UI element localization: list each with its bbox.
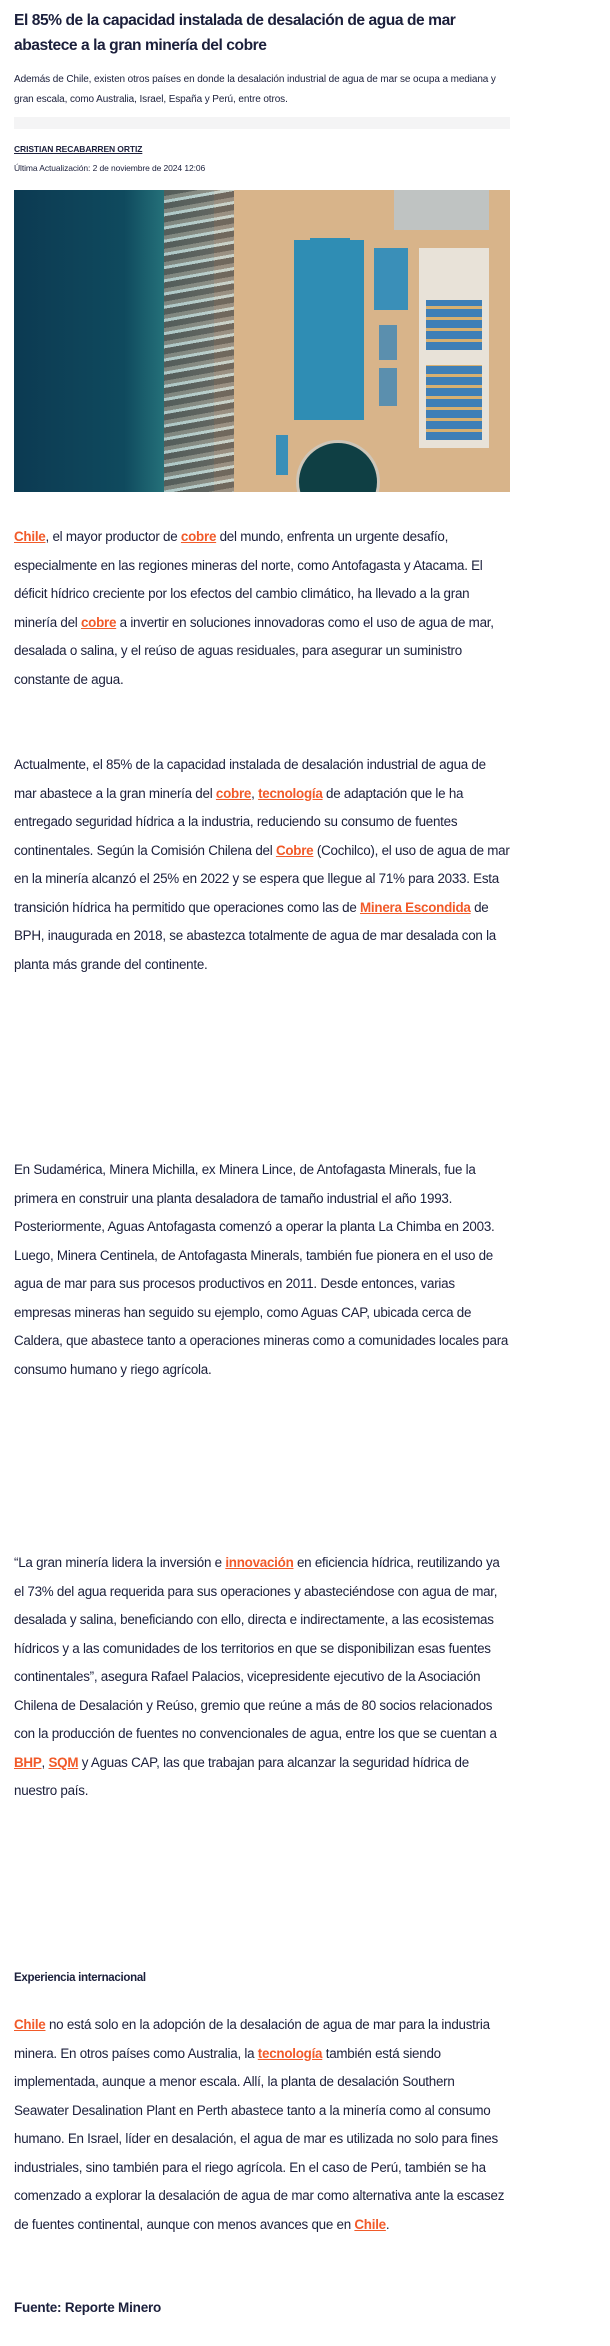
paragraph-text: en eficiencia hídrica, reutilizando ya e… bbox=[14, 1555, 500, 1741]
paragraph-text: no está solo en la adopción de la desala… bbox=[14, 2017, 490, 2061]
paragraph-text: y Aguas CAP, las que trabajan para alcan… bbox=[14, 1754, 469, 1799]
article-title: El 85% de la capacidad instalada de desa… bbox=[14, 12, 456, 54]
paragraph-capacity: Actualmente, el 85% de la capacidad inst… bbox=[14, 751, 510, 979]
paragraph-text: también está siendo implementada, aunque… bbox=[14, 2045, 505, 2232]
inline-tag-link[interactable]: innovación bbox=[225, 1555, 294, 1570]
paragraph-text: , bbox=[251, 785, 259, 801]
paragraph-international: Chile no está solo en la adopción de la … bbox=[14, 2011, 510, 2239]
inline-tag-link[interactable]: Chile bbox=[14, 529, 46, 544]
inline-tag-link[interactable]: Chile bbox=[14, 2017, 46, 2032]
paragraph-text: Actualmente, el 85% de la capacidad inst… bbox=[14, 757, 486, 801]
paragraph-text: de adaptación que le ha entregado seguri… bbox=[14, 785, 464, 858]
hero-image bbox=[14, 190, 510, 492]
section-heading: Experiencia internacional bbox=[14, 1972, 146, 1984]
inline-tag-link[interactable]: cobre bbox=[180, 529, 217, 544]
source-credit: Fuente: Reporte Minero bbox=[14, 2300, 162, 2315]
paragraph-intro: Chile, el mayor productor de cobre del m… bbox=[14, 523, 510, 694]
paragraph-text: , el mayor productor de bbox=[45, 529, 181, 544]
inline-tag-link[interactable]: cobre bbox=[215, 785, 252, 801]
article-subtitle: Además de Chile, existen otros países en… bbox=[14, 74, 496, 105]
paragraph-text: (Cochilco), el uso de agua de mar en la … bbox=[14, 842, 510, 915]
paragraph-text: del mundo, enfrenta un urgente desafío, … bbox=[14, 529, 483, 630]
paragraph-text: a invertir en soluciones innovadoras com… bbox=[14, 614, 494, 687]
paragraph-text: En Sudamérica, Minera Michilla, ex Miner… bbox=[14, 1162, 509, 1377]
inline-tag-link[interactable]: SQM bbox=[48, 1754, 79, 1770]
inline-tag-link[interactable]: Minera Escondida bbox=[360, 899, 471, 915]
inline-tag-link[interactable]: tecnología bbox=[258, 785, 323, 801]
paragraph-text: “La gran minería lidera la inversión e bbox=[14, 1555, 226, 1570]
inline-tag-link[interactable]: Chile bbox=[354, 2216, 386, 2232]
paragraph-text: . bbox=[385, 2216, 390, 2232]
paragraph-quote: “La gran minería lidera la inversión e i… bbox=[14, 1549, 510, 1806]
ad-placeholder-bar bbox=[14, 117, 510, 129]
inline-tag-link[interactable]: Cobre bbox=[275, 842, 314, 858]
inline-tag-link[interactable]: BHP bbox=[14, 1754, 42, 1770]
paragraph-south-america: En Sudamérica, Minera Michilla, ex Miner… bbox=[14, 1156, 510, 1384]
inline-tag-link[interactable]: tecnología bbox=[257, 2045, 323, 2061]
updated-date: Última Actualización: 2 de noviembre de … bbox=[14, 163, 206, 173]
inline-tag-link[interactable]: cobre bbox=[80, 614, 117, 630]
author-link[interactable]: CRISTIAN RECABARREN ORTIZ bbox=[14, 144, 143, 154]
paragraph-text: , bbox=[41, 1754, 49, 1770]
paragraph-text: de BPH, inaugurada en 2018, se abastezca… bbox=[14, 899, 497, 972]
